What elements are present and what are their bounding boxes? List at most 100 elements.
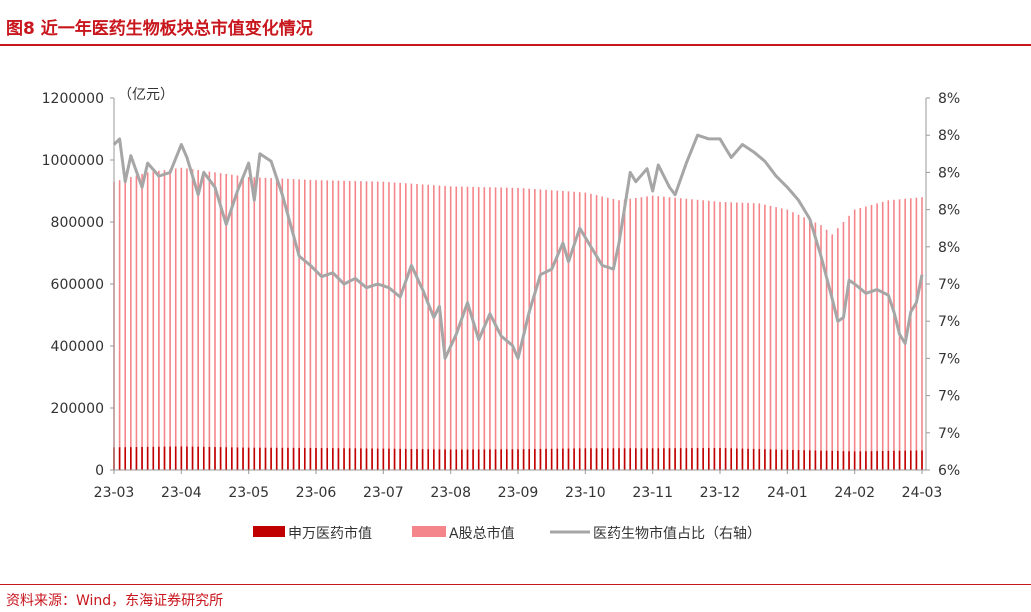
pharma-bar bbox=[623, 448, 626, 470]
right-tick-label: 7% bbox=[938, 314, 960, 330]
a-share-bar bbox=[292, 179, 295, 470]
x-tick-label: 23-10 bbox=[565, 485, 606, 501]
a-share-bar bbox=[371, 181, 373, 470]
pharma-bar bbox=[348, 448, 351, 470]
x-tick-label: 23-08 bbox=[430, 485, 471, 501]
a-share-bar bbox=[691, 199, 693, 470]
pharma-bar bbox=[202, 446, 205, 470]
a-share-bar bbox=[118, 180, 121, 470]
right-tick-label: 7% bbox=[938, 351, 960, 367]
pharma-bar bbox=[214, 447, 216, 470]
a-share-bar bbox=[702, 200, 704, 471]
a-share-bar bbox=[214, 172, 216, 470]
a-share-bar bbox=[264, 177, 267, 470]
a-share-bar bbox=[724, 202, 727, 470]
a-share-bar bbox=[808, 219, 811, 470]
a-share-bar bbox=[545, 189, 547, 470]
pharma-bar bbox=[915, 450, 918, 470]
pharma-bar bbox=[769, 449, 772, 470]
pharma-bar bbox=[399, 448, 401, 470]
legend-label: A股总市值 bbox=[449, 525, 515, 542]
pharma-bar bbox=[792, 449, 794, 470]
a-share-bar bbox=[399, 182, 401, 471]
a-share-bar bbox=[730, 202, 733, 471]
a-share-bar bbox=[876, 203, 878, 470]
a-share-bar bbox=[421, 184, 424, 470]
pharma-bar bbox=[180, 446, 183, 470]
pharma-bar bbox=[287, 447, 289, 470]
pharma-bar bbox=[208, 446, 211, 470]
pharma-bar bbox=[130, 447, 132, 470]
a-share-bar bbox=[578, 192, 581, 470]
left-axis-unit-label: （亿元） bbox=[118, 87, 174, 103]
pharma-bar bbox=[163, 446, 166, 470]
pharma-bar bbox=[859, 451, 862, 470]
a-share-bar bbox=[270, 178, 272, 470]
axes: 0 200000 400000 600000 800000 1000000 1200000 6… bbox=[42, 91, 961, 501]
right-tick-label: 8% bbox=[938, 91, 960, 107]
pharma-bar bbox=[360, 448, 362, 470]
a-share-bar bbox=[360, 181, 362, 470]
a-share-bar bbox=[219, 173, 222, 471]
pharma-bar bbox=[674, 448, 676, 470]
ratio-line bbox=[112, 133, 924, 360]
a-share-bar bbox=[388, 182, 390, 470]
pharma-bar bbox=[904, 450, 906, 470]
pharma-bar bbox=[831, 450, 834, 470]
a-share-bar bbox=[573, 191, 575, 470]
a-share-bar bbox=[921, 197, 923, 470]
legend-label: 医药生物市值占比（右轴） bbox=[593, 525, 761, 542]
x-tick-label: 23-07 bbox=[363, 485, 404, 501]
pharma-bar bbox=[259, 447, 261, 470]
a-share-bar bbox=[803, 217, 805, 470]
pharma-bar bbox=[236, 447, 239, 470]
a-share-bar bbox=[253, 177, 256, 470]
a-share-bar bbox=[231, 174, 233, 471]
pharma-bar bbox=[573, 448, 575, 470]
pharma-bar bbox=[174, 446, 177, 470]
pharma-bar bbox=[601, 448, 603, 470]
pharma-bar bbox=[921, 450, 923, 470]
pharma-bar bbox=[326, 448, 329, 470]
pharma-bar bbox=[775, 449, 777, 470]
pharma-bar bbox=[118, 447, 121, 470]
pharma-bar bbox=[444, 449, 446, 470]
pharma-bar bbox=[522, 449, 525, 470]
pharma-bar bbox=[646, 448, 648, 470]
a-share-bar bbox=[152, 171, 155, 471]
pharma-bar bbox=[640, 448, 643, 470]
pharma-bar bbox=[191, 446, 194, 470]
a-share-bars bbox=[113, 167, 923, 471]
pharma-bar bbox=[158, 446, 160, 470]
pharma-bar bbox=[410, 449, 413, 470]
pharma-bar bbox=[472, 449, 474, 470]
pharma-bar bbox=[679, 448, 682, 470]
a-share-bar bbox=[752, 203, 755, 470]
pharma-bar bbox=[657, 448, 660, 470]
a-share-bar bbox=[674, 197, 676, 470]
pharma-bar bbox=[343, 448, 345, 470]
pharma-bar bbox=[517, 449, 519, 470]
pharma-bar bbox=[337, 448, 340, 470]
a-share-bar bbox=[404, 183, 407, 470]
a-share-bar bbox=[242, 176, 244, 470]
x-tick-label: 23-09 bbox=[498, 485, 539, 501]
a-share-bar bbox=[887, 200, 890, 471]
a-share-bar bbox=[146, 172, 149, 470]
a-share-bar bbox=[326, 180, 329, 470]
a-share-bar bbox=[466, 186, 469, 471]
a-share-bar bbox=[337, 180, 340, 471]
pharma-bar bbox=[404, 448, 407, 470]
a-share-bar bbox=[208, 171, 211, 471]
pharma-bar bbox=[730, 448, 733, 470]
pharma-bar bbox=[898, 450, 901, 470]
pharma-bar bbox=[354, 448, 357, 470]
pharma-bar bbox=[427, 449, 430, 470]
a-share-bar bbox=[309, 179, 312, 470]
pharma-bar bbox=[853, 451, 856, 470]
pharma-bar bbox=[332, 448, 334, 470]
pharma-bar bbox=[825, 450, 828, 470]
a-share-bar bbox=[202, 170, 205, 470]
pharma-bar bbox=[786, 449, 789, 470]
